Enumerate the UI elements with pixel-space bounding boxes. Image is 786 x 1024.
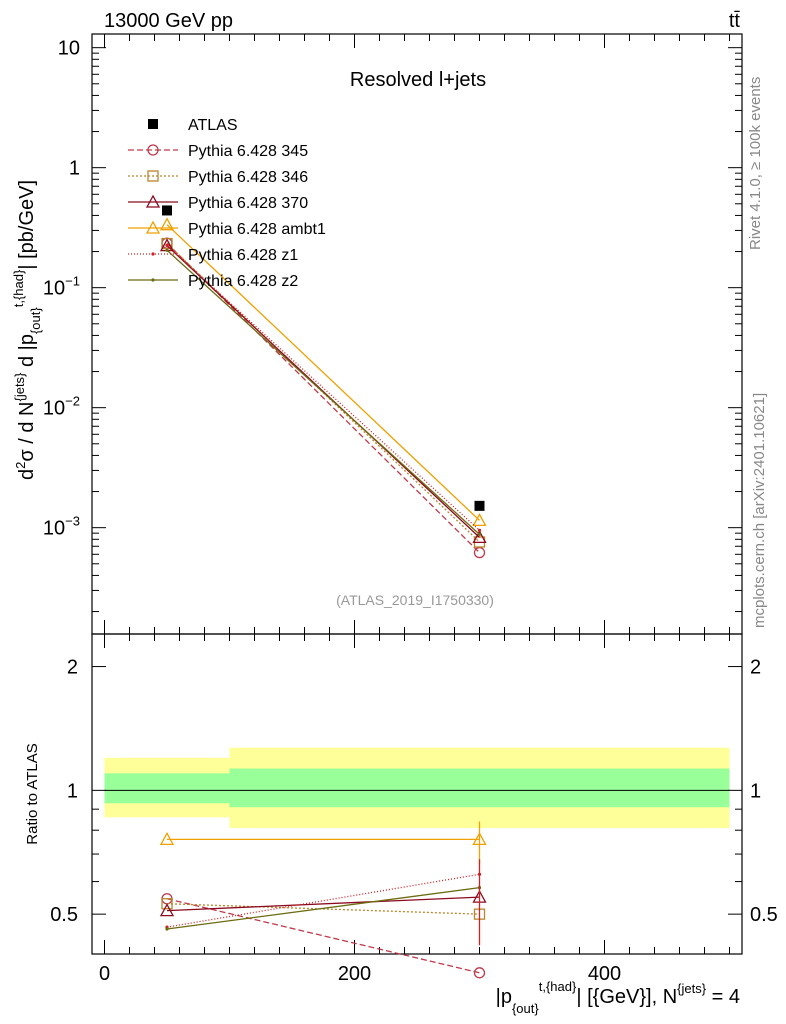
x-label-part-4: {jets} <box>677 981 707 996</box>
legend-marker-1 <box>147 170 159 182</box>
ratio-point-3-0 <box>159 832 175 846</box>
ratio-point-1-0 <box>161 898 173 910</box>
ratio-y-tick-label-left-1: 1 <box>67 780 78 802</box>
ratio-plot-frame <box>91 633 743 955</box>
legend-label-2: Pythia 6.428 370 <box>188 195 308 212</box>
tick-exponent: −1 <box>65 274 80 289</box>
main-y-label: d2σ / d N{jets} d |p{out}t,{had}| [pb/Ge… <box>11 180 43 480</box>
series-point-0-1 <box>473 546 486 559</box>
ratio-y-label: Ratio to ATLAS <box>24 743 41 844</box>
tick-base: 10 <box>58 38 80 60</box>
y-label-part-5: {out} <box>28 307 43 334</box>
ratio-point-2-0 <box>159 903 175 917</box>
ratio-line-5 <box>166 886 480 930</box>
legend-label-3: Pythia 6.428 ambt1 <box>188 221 326 238</box>
y-label-part-6: t,{had} <box>11 269 26 307</box>
ratio-line-4 <box>166 873 480 928</box>
legend-label-4: Pythia 6.428 z1 <box>188 247 298 264</box>
ratio-y-tick-label-right-1: 1 <box>750 780 761 802</box>
ratio-line-2 <box>166 896 480 912</box>
energy-label: 13000 GeV pp <box>104 10 233 32</box>
x-axis-label: |p{out}t,{had}| [{GeV}], N{jets} = 4 <box>496 979 740 1016</box>
y-label-part-2: σ / d N <box>16 402 38 462</box>
series-line-5 <box>166 249 480 535</box>
tick-base: 10 <box>43 518 65 540</box>
mcplots-label: mcplots.cern.ch [arXiv:2401.10621] <box>751 393 768 628</box>
y-label-part-1: 2 <box>13 462 28 469</box>
legend-marker-2 <box>145 194 161 208</box>
atlas-point-1 <box>474 500 485 511</box>
series-point-3-1 <box>472 513 487 527</box>
ratio-band-green-1 <box>229 768 730 808</box>
y-label-part-0: d <box>16 469 38 480</box>
x-label-part-0: |p <box>496 986 512 1008</box>
ratio-point-0-1 <box>473 967 486 979</box>
y-label-part-7: | [pb/GeV] <box>16 180 38 270</box>
ratio-point-5-0 <box>165 927 169 931</box>
legend-marker-4 <box>151 252 155 256</box>
x-label-part-1: {out} <box>512 1001 539 1016</box>
process-label: tt̄ <box>729 10 741 32</box>
atlas-point-0 <box>162 205 172 216</box>
legend-atlas-marker <box>148 119 158 129</box>
y-label-part-4: d |p <box>16 334 38 373</box>
series-point-4-0 <box>165 243 169 248</box>
chart-title: Resolved l+jets <box>350 69 486 91</box>
series-point-2-1 <box>472 530 487 544</box>
main-y-tick-label-2: 10−1 <box>43 274 80 300</box>
analysis-tag: (ATLAS_2019_I1750330) <box>336 592 494 608</box>
y-label-part-3: {jets} <box>12 372 27 402</box>
legend-marker-0 <box>147 144 159 156</box>
main-y-tick-label-3: 10−2 <box>43 394 80 420</box>
legend-label-1: Pythia 6.428 346 <box>188 169 308 186</box>
main-y-tick-label-1: 1 <box>69 158 80 180</box>
tick-base: 10 <box>43 398 65 420</box>
x-label-part-5: = 4 <box>706 986 740 1008</box>
legend-atlas-label: ATLAS <box>188 117 238 134</box>
tick-base: 1 <box>69 158 80 180</box>
ratio-y-tick-label-left-0: 0.5 <box>50 904 78 926</box>
tick-base: 10 <box>43 278 65 300</box>
series-line-3 <box>166 224 480 521</box>
tick-exponent: −2 <box>65 394 80 409</box>
series-point-4-1 <box>477 528 482 532</box>
rivet-label: Rivet 4.1.0, ≥ 100k events <box>747 77 764 250</box>
ratio-line-0 <box>166 898 480 974</box>
ratio-y-tick-label-left-2: 2 <box>67 657 78 679</box>
x-tick-label-0: 0 <box>99 963 110 985</box>
x-tick-label-1: 200 <box>338 963 371 985</box>
ratio-y-tick-label-right-0: 0.5 <box>750 904 778 926</box>
main-y-tick-label-0: 10 <box>58 38 80 60</box>
series-point-5-1 <box>477 532 482 536</box>
ratio-band-green-0 <box>104 773 230 804</box>
x-label-part-3: | [{GeV}], N <box>576 986 677 1008</box>
tick-exponent: −3 <box>65 514 80 529</box>
x-tick-label-2: 400 <box>588 963 621 985</box>
legend-label-0: Pythia 6.428 345 <box>188 143 308 160</box>
series-point-5-0 <box>165 248 169 252</box>
ratio-y-tick-label-right-2: 2 <box>750 657 761 679</box>
series-point-3-0 <box>159 217 175 231</box>
legend-marker-5 <box>151 278 155 282</box>
x-label-part-2: t,{had} <box>539 979 577 994</box>
legend-marker-3 <box>145 220 161 234</box>
main-y-tick-label-4: 10−3 <box>43 514 80 540</box>
legend-label-5: Pythia 6.428 z2 <box>188 273 298 290</box>
